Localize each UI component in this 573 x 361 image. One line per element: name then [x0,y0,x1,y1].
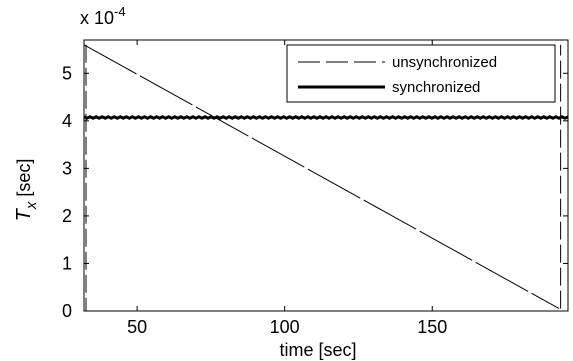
y-tick-label-4: 4 [62,111,72,131]
legend-label-synchronized: synchronized [392,79,480,96]
y-axis-label-sub: x [23,201,40,210]
x-tick-label-50: 50 [127,317,147,337]
y-axis-label-unit: [sec] [14,159,34,202]
y-tick-label-3: 3 [62,158,72,178]
y-tick-label-2: 2 [62,206,72,226]
y-tick-label-1: 1 [62,253,72,273]
legend-label-unsynchronized: unsynchronized [392,54,497,71]
y-multiplier: x 10-4 [80,4,126,28]
y-multiplier-exponent: -4 [114,4,126,19]
series-layer [83,44,569,311]
ticks-layer: 50 100 150 0 1 2 3 4 5 [62,40,568,337]
plot-frame [83,39,569,312]
legend-box [286,44,556,103]
y-tick-label-5: 5 [62,63,72,83]
y-axis-label: Tx [sec] [13,159,40,222]
axes-layer [83,39,569,312]
legend: unsynchronized synchronized [286,44,556,103]
x-tick-label-150: 150 [417,317,447,337]
x-tick-label-100: 100 [270,317,300,337]
x-axis-label: time [sec] [279,340,356,360]
y-tick-label-0: 0 [62,301,72,321]
y-axis-label-main: T [13,207,35,221]
series-line-synchronized [83,115,569,120]
series-line-unsynchronized [83,44,560,310]
